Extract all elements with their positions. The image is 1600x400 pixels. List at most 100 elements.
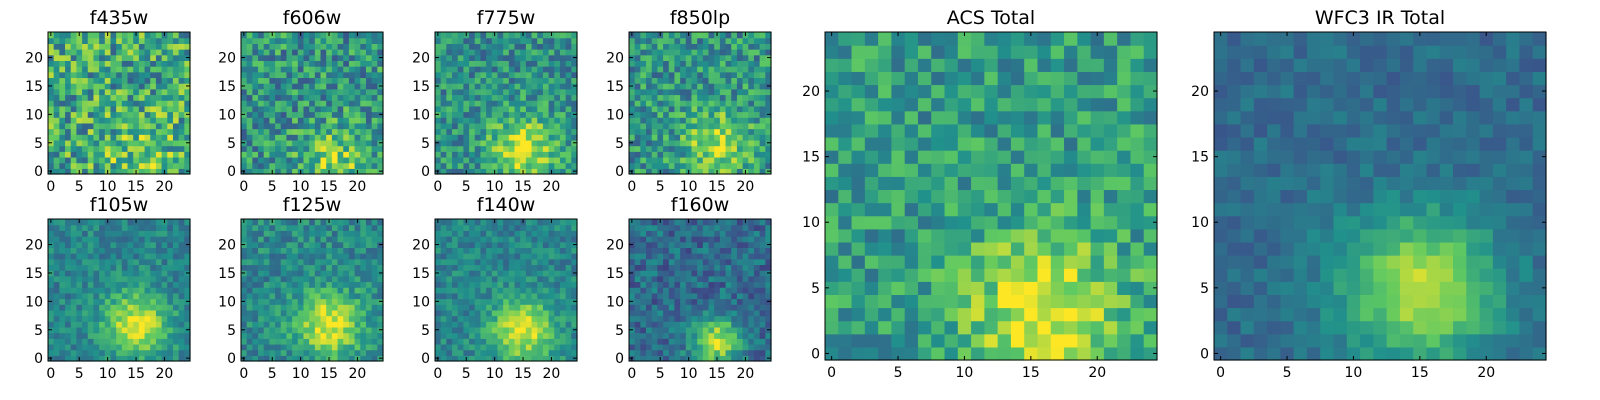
heatmap-cell — [337, 258, 344, 266]
heatmap-cell — [161, 258, 168, 266]
heatmap-cell — [646, 298, 653, 305]
heatmap-cell — [116, 32, 123, 39]
heatmap-cell — [571, 37, 578, 44]
heatmap-cell — [93, 230, 100, 237]
heatmap-cell — [463, 60, 470, 67]
heatmap-cell — [303, 275, 310, 283]
heatmap-cell — [331, 253, 339, 260]
heatmap-cell — [53, 281, 60, 288]
heatmap-cell — [474, 77, 482, 84]
heatmap-cell — [457, 145, 464, 152]
heatmap-cell — [571, 247, 578, 254]
heatmap-cell — [725, 122, 732, 130]
heatmap-cell — [457, 247, 464, 254]
heatmap-cell — [463, 247, 470, 254]
heatmap-cell — [87, 37, 95, 44]
heatmap-cell — [702, 151, 710, 158]
heatmap-cell — [486, 304, 493, 311]
heatmap-cell — [634, 88, 641, 96]
heatmap-cell — [680, 117, 687, 124]
heatmap-cell — [116, 343, 123, 351]
heatmap-cell — [161, 111, 168, 118]
heatmap-cell — [640, 270, 647, 277]
heatmap-cell — [537, 66, 544, 73]
heatmap-cell — [697, 71, 704, 79]
heatmap-cell — [559, 145, 567, 152]
heatmap-cell — [691, 309, 698, 317]
heatmap-cell — [150, 309, 157, 317]
heatmap-cell — [133, 321, 140, 328]
heatmap-cell — [116, 224, 123, 231]
heatmap-cell — [178, 230, 185, 237]
heatmap-cell — [292, 343, 299, 351]
heatmap-cell — [104, 275, 112, 283]
heatmap-cell — [377, 151, 384, 158]
heatmap-cell — [440, 128, 447, 135]
heatmap-cell — [280, 111, 288, 118]
heatmap-cell — [343, 258, 350, 266]
heatmap-cell — [326, 111, 333, 118]
heatmap-cell — [674, 349, 681, 356]
heatmap-cell — [463, 287, 470, 294]
heatmap-cell — [320, 349, 327, 356]
heatmap-cell — [508, 122, 516, 130]
x-tick-label: 5 — [462, 179, 471, 195]
heatmap-cell — [116, 77, 123, 84]
heatmap-cell — [531, 332, 538, 339]
heatmap-cell — [765, 66, 772, 73]
heatmap-cell — [663, 270, 670, 277]
y-tick-label: 10 — [218, 107, 236, 123]
heatmap-cell — [725, 151, 732, 158]
heatmap-cell — [503, 49, 510, 56]
heatmap-cell — [542, 309, 550, 317]
heatmap-cell — [691, 304, 698, 311]
heatmap-cell — [691, 43, 698, 50]
heatmap-cell — [668, 338, 676, 345]
heatmap-cell — [48, 77, 55, 84]
heatmap-cell — [326, 298, 333, 305]
heatmap-cell — [76, 128, 83, 135]
heatmap-cell — [320, 122, 327, 130]
heatmap-cell — [280, 224, 288, 231]
heatmap-cell — [697, 83, 704, 90]
heatmap-cell — [480, 105, 487, 113]
heatmap-cell — [691, 332, 698, 339]
heatmap-cell — [691, 162, 698, 169]
heatmap-cell — [486, 60, 493, 67]
heatmap-cell — [337, 287, 344, 294]
heatmap-cell — [138, 49, 146, 56]
heatmap-cell — [463, 315, 470, 322]
heatmap-cell — [59, 162, 66, 169]
panel-title: f105w — [90, 194, 149, 216]
heatmap-cell — [144, 100, 151, 107]
heatmap-cell — [65, 247, 72, 254]
heatmap-cell — [508, 219, 516, 226]
heatmap-cell — [452, 168, 459, 175]
heatmap-cell — [457, 287, 464, 294]
heatmap-cell — [759, 94, 766, 101]
heatmap-cell — [685, 88, 693, 96]
heatmap-cell — [463, 134, 470, 141]
heatmap-cell — [640, 298, 647, 305]
heatmap-cell — [537, 236, 544, 243]
heatmap-cell — [371, 241, 378, 248]
heatmap-cell — [343, 321, 350, 328]
heatmap-cell — [748, 83, 755, 90]
heatmap-cell — [99, 66, 106, 73]
heatmap-cell — [354, 139, 361, 147]
heatmap-cell — [133, 304, 140, 311]
heatmap-cell — [457, 304, 464, 311]
heatmap-cell — [748, 349, 755, 356]
heatmap-cell — [497, 247, 504, 254]
heatmap-cell — [514, 128, 521, 135]
heatmap-cell — [286, 264, 293, 271]
heatmap-cell — [104, 304, 112, 311]
heatmap-cell — [292, 270, 299, 277]
heatmap-cell — [269, 264, 276, 271]
heatmap-cell — [354, 117, 361, 124]
heatmap-cell — [155, 49, 163, 56]
heatmap-cell — [309, 253, 316, 260]
heatmap-cell — [252, 83, 259, 90]
heatmap-cell — [280, 168, 288, 175]
heatmap-cell — [469, 349, 476, 356]
